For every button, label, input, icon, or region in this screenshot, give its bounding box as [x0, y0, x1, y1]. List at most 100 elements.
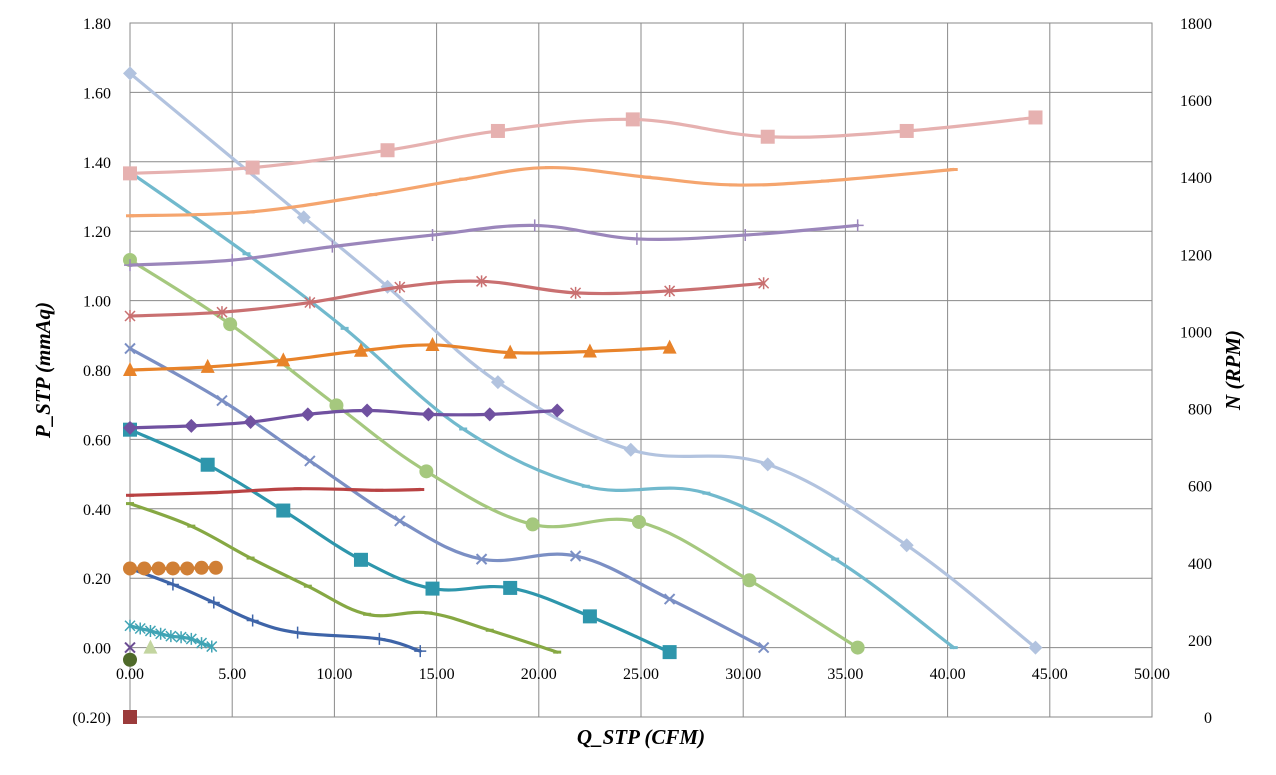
data-point-circle [525, 517, 540, 532]
series-line [128, 279, 766, 318]
data-point-plus [326, 240, 339, 253]
y-tick-label: 0.20 [83, 571, 111, 588]
data-point-plus [246, 614, 259, 627]
y2-tick-label: 1800 [1180, 16, 1212, 33]
data-point-square [899, 123, 914, 138]
y-tick-label: 1.00 [83, 294, 111, 311]
data-point-x [124, 641, 136, 654]
data-point-triangle [582, 343, 597, 358]
data-point-diamond [421, 407, 436, 422]
data-point-circle [165, 561, 180, 576]
data-point-star [664, 284, 676, 297]
data-point-star [394, 281, 406, 294]
data-point-star [196, 637, 208, 650]
series-line [128, 501, 559, 654]
data-point-square [503, 580, 518, 595]
data-point-circle [123, 652, 137, 667]
data-point-square [490, 123, 505, 138]
y-tick-label: 0.40 [83, 502, 111, 519]
data-point-diamond [123, 420, 137, 435]
y2-tick-label: 1400 [1180, 170, 1212, 187]
y-tick-label: 1.60 [83, 85, 111, 102]
data-point-diamond [300, 407, 315, 422]
data-point-plus [207, 596, 220, 609]
data-point-triangle [353, 342, 368, 357]
series-layer [123, 66, 1043, 724]
series-5 [123, 422, 677, 660]
tick-labels: 0.00 5.00 10.00 15.00 20.00 25.00 30.00 35.00 40… [72, 16, 1212, 727]
x-tick-label: 25.00 [623, 666, 659, 683]
series-11 [143, 639, 158, 654]
data-point-plus [851, 219, 864, 232]
series-line [128, 343, 672, 372]
data-point-star [175, 631, 187, 644]
data-point-plus [414, 645, 427, 658]
data-point-triangle [123, 362, 137, 376]
y-tick-label: 0.60 [83, 432, 111, 449]
data-point-plus [291, 626, 304, 639]
data-point-square [625, 112, 640, 127]
data-point-diamond [1028, 640, 1043, 655]
x-tick-label: 45.00 [1032, 666, 1068, 683]
data-point-x [304, 455, 316, 467]
data-point-circle [137, 561, 152, 576]
x-tick-label: 30.00 [725, 666, 761, 683]
data-point-square [200, 457, 215, 472]
series-7 [124, 562, 427, 658]
y2-tick-label: 400 [1188, 556, 1212, 573]
data-point-circle [742, 573, 757, 588]
series-2 [126, 170, 958, 650]
data-point-triangle [276, 352, 291, 367]
data-point-square [760, 129, 775, 144]
data-point-square [123, 710, 137, 724]
data-point-star [144, 624, 156, 637]
data-point-circle [208, 560, 223, 575]
data-point-x [475, 553, 488, 565]
data-point-x [394, 515, 406, 527]
data-point-circle [123, 561, 137, 576]
series-19 [123, 403, 565, 435]
series-9 [124, 619, 218, 653]
x-tick-label: 5.00 [218, 666, 246, 683]
series-line [128, 170, 956, 650]
series-6 [126, 501, 562, 654]
data-point-plus [226, 254, 239, 267]
data-point-x [757, 641, 770, 654]
data-point-diamond [123, 66, 137, 81]
data-point-circle [850, 640, 865, 655]
series-4 [124, 342, 770, 654]
series-18 [123, 336, 677, 376]
series-line [128, 258, 860, 650]
data-point-square [582, 609, 597, 624]
data-point-square [662, 645, 677, 660]
data-point-x [124, 342, 136, 355]
data-point-plus [426, 229, 439, 242]
y2-tick-label: 800 [1188, 402, 1212, 419]
data-point-diamond [623, 442, 638, 457]
y-tick-label: 0.00 [83, 641, 111, 658]
x-tick-label: 35.00 [827, 666, 863, 683]
series-13 [123, 710, 137, 724]
data-point-circle [223, 317, 238, 332]
data-point-star [476, 275, 488, 288]
x-tick-label: 10.00 [316, 666, 352, 683]
x-tick-label: 15.00 [419, 666, 455, 683]
data-point-square [425, 581, 440, 596]
data-point-diamond [550, 403, 565, 418]
data-point-star [216, 306, 228, 319]
x-tick-label: 20.00 [521, 666, 557, 683]
y-axis-title: P_STP (mmAq) [31, 302, 55, 439]
series-1 [123, 66, 1043, 655]
data-point-diamond [243, 415, 258, 430]
x-tick-label: 40.00 [930, 666, 966, 683]
x-tick-label: 50.00 [1134, 666, 1170, 683]
y2-tick-label: 600 [1188, 479, 1212, 496]
x-tick-label: 0.00 [116, 666, 144, 683]
data-point-diamond [899, 538, 914, 553]
data-point-circle [151, 561, 166, 576]
data-point-star [124, 619, 136, 632]
series-8 [123, 560, 223, 576]
series-line [128, 223, 860, 267]
y-tick-label: 0.80 [83, 363, 111, 380]
y-tick-label: 1.40 [83, 155, 111, 172]
